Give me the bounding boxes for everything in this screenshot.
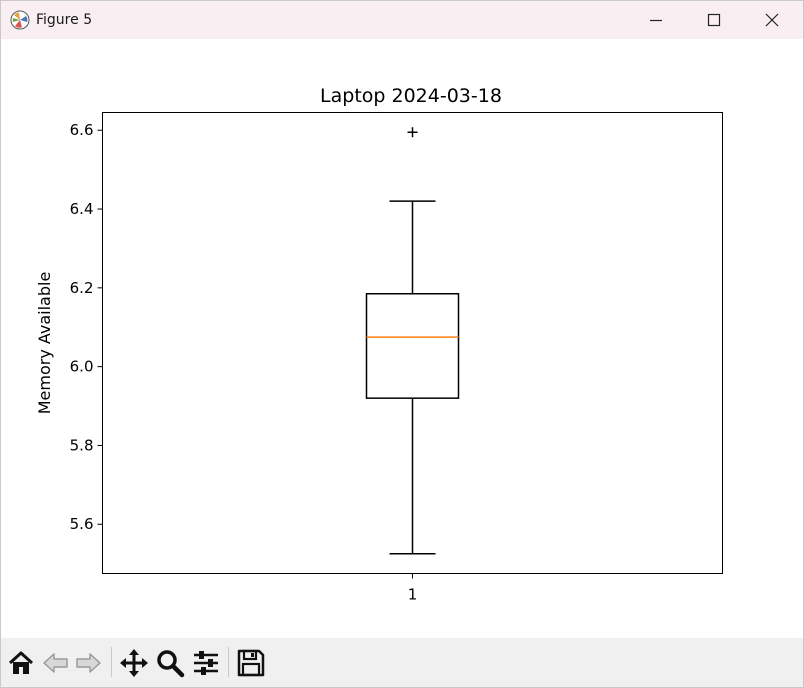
box-iqr	[365, 292, 460, 399]
pan-icon[interactable]	[119, 648, 149, 678]
configure-subplots-icon[interactable]	[191, 648, 221, 678]
outlier-marker	[407, 127, 418, 138]
x-tick-label: 1	[408, 586, 418, 604]
close-icon	[765, 13, 779, 27]
y-tick-label: 5.6	[70, 515, 94, 533]
toolbar-separator	[228, 647, 229, 677]
minimize-icon	[650, 19, 662, 22]
toolbar-separator	[111, 647, 112, 677]
y-tick-label: 6.6	[70, 121, 94, 139]
figure-canvas[interactable]: Laptop 2024-03-18 Memory Available 5.65.…	[1, 40, 803, 638]
minimize-button[interactable]	[627, 1, 685, 39]
maximize-button[interactable]	[685, 1, 743, 39]
y-tick-label: 5.8	[70, 436, 94, 454]
y-tick-label: 6.0	[70, 358, 94, 376]
plot-area: 5.6 5.8 6.0 6.2 6.4 6.6 1	[70, 121, 460, 604]
y-tick-label: 6.2	[70, 279, 94, 297]
matplotlib-figure-icon	[10, 10, 30, 30]
zoom-icon[interactable]	[155, 648, 185, 678]
maximize-icon	[707, 13, 721, 27]
chart-title: Laptop 2024-03-18	[320, 85, 502, 107]
axes-frame	[102, 112, 723, 574]
y-axis-label: Memory Available	[35, 272, 54, 415]
title-bar[interactable]: Figure 5	[1, 1, 803, 39]
navigation-toolbar	[1, 638, 803, 687]
forward-arrow-icon[interactable]	[73, 648, 103, 678]
home-icon[interactable]	[6, 648, 36, 678]
back-arrow-icon[interactable]	[41, 648, 71, 678]
close-button[interactable]	[743, 1, 801, 39]
y-tick-label: 6.4	[70, 200, 94, 218]
save-icon[interactable]	[236, 648, 266, 678]
window-title: Figure 5	[36, 12, 93, 28]
